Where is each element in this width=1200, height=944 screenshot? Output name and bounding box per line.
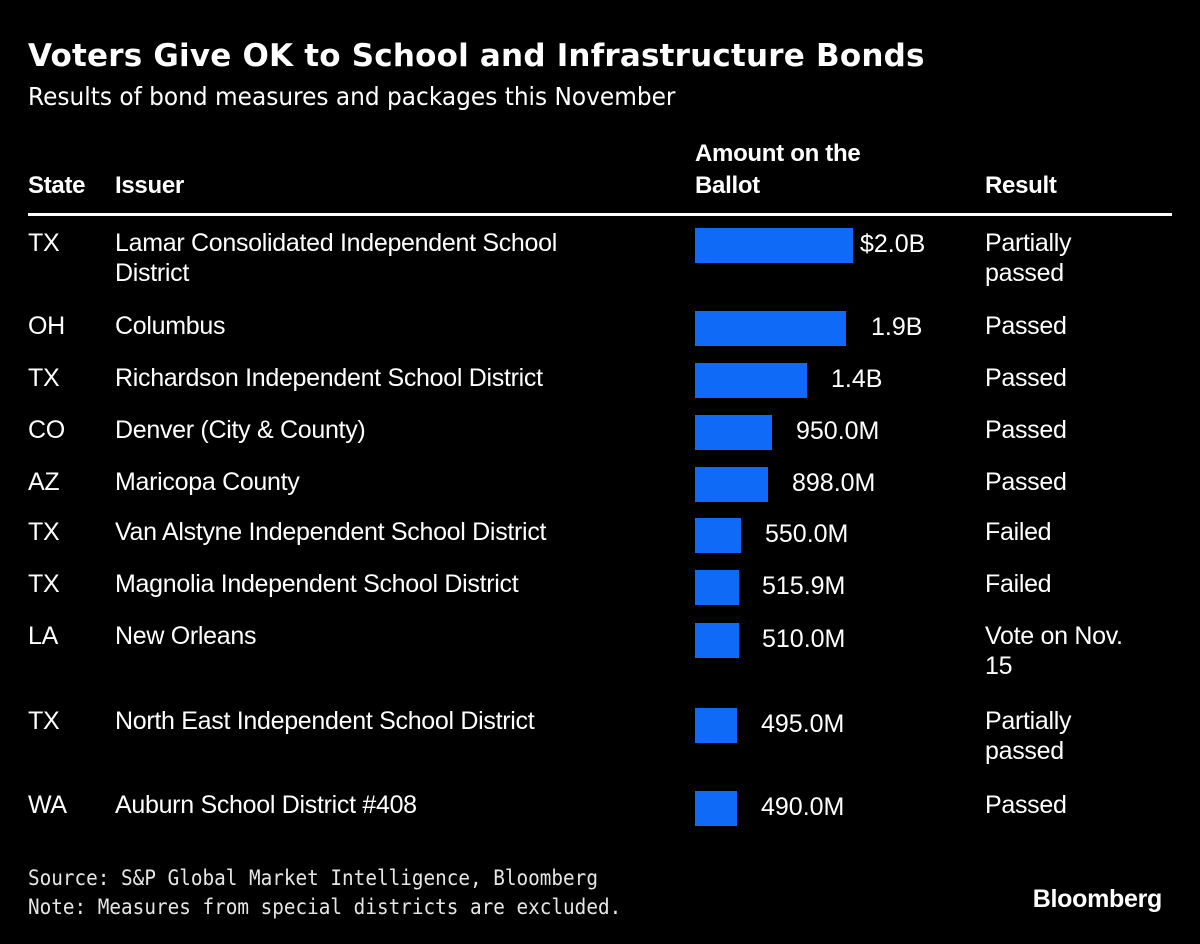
source-note: Source: S&P Global Market Intelligence, … — [28, 866, 598, 890]
result-line2: passed — [985, 259, 1064, 287]
amount-bar — [695, 311, 846, 346]
header-divider — [28, 213, 1172, 216]
state-cell: TX — [28, 707, 60, 735]
column-header-state: State — [28, 172, 86, 199]
issuer-cell: North East Independent School District — [115, 707, 535, 735]
result-cell: Passed — [985, 364, 1067, 392]
state-cell: AZ — [28, 468, 60, 496]
issuer-line1: Lamar Consolidated Independent School — [115, 229, 558, 257]
amount-label: 1.9B — [871, 313, 923, 341]
state-cell: WA — [28, 791, 67, 819]
column-header-issuer: Issuer — [115, 172, 184, 199]
result-line1: Vote on Nov. — [985, 622, 1123, 650]
amount-label: 550.0M — [765, 520, 849, 548]
result-cell: Passed — [985, 468, 1067, 496]
amount-label: 495.0M — [761, 710, 845, 738]
state-cell: OH — [28, 312, 65, 340]
amount-bar — [695, 415, 772, 450]
exclusion-note: Note: Measures from special districts ar… — [28, 895, 622, 919]
issuer-cell: Lamar Consolidated Independent School Di… — [115, 228, 557, 288]
amount-bar — [695, 228, 853, 263]
state-cell: TX — [28, 518, 60, 546]
issuer-cell: Columbus — [115, 312, 226, 340]
column-header-amount: Amount on the Ballot — [695, 138, 861, 202]
state-cell: TX — [28, 364, 60, 392]
bloomberg-logo: Bloomberg — [1032, 885, 1163, 913]
amount-bar — [695, 363, 807, 398]
issuer-cell: Richardson Independent School District — [115, 364, 543, 392]
column-header-result: Result — [985, 172, 1057, 199]
result-cell: Passed — [985, 312, 1067, 340]
issuer-cell: Denver (City & County) — [115, 416, 366, 444]
amount-label: 898.0M — [792, 469, 876, 497]
amount-label: $2.0B — [860, 230, 926, 258]
amount-bar — [695, 518, 741, 553]
issuer-cell: New Orleans — [115, 622, 257, 650]
chart-subtitle: Results of bond measures and packages th… — [28, 82, 676, 111]
result-cell: Passed — [985, 791, 1067, 819]
result-line1: Partially — [985, 707, 1072, 735]
issuer-cell: Maricopa County — [115, 468, 300, 496]
amount-label: 1.4B — [831, 365, 883, 393]
issuer-line2: District — [115, 259, 189, 287]
result-cell: Passed — [985, 416, 1067, 444]
issuer-cell: Magnolia Independent School District — [115, 570, 519, 598]
amount-bar — [695, 570, 739, 605]
footer-notes: Source: S&P Global Market Intelligence, … — [28, 864, 621, 922]
amount-label: 515.9M — [762, 572, 846, 600]
state-cell: TX — [28, 229, 60, 257]
result-cell: Vote on Nov. 15 — [985, 621, 1123, 681]
column-header-amount-line2: Ballot — [695, 172, 760, 199]
result-cell: Failed — [985, 570, 1052, 598]
state-cell: CO — [28, 416, 65, 444]
state-cell: LA — [28, 622, 58, 650]
result-cell: Partially passed — [985, 706, 1072, 766]
amount-bar — [695, 708, 737, 743]
result-cell: Partially passed — [985, 228, 1072, 288]
result-line2: passed — [985, 737, 1064, 765]
amount-label: 950.0M — [796, 417, 880, 445]
issuer-cell: Auburn School District #408 — [115, 791, 417, 819]
chart-title: Voters Give OK to School and Infrastruct… — [28, 38, 925, 74]
result-line1: Partially — [985, 229, 1072, 257]
result-cell: Failed — [985, 518, 1052, 546]
state-cell: TX — [28, 570, 60, 598]
column-header-amount-line1: Amount on the — [695, 140, 861, 167]
amount-bar — [695, 791, 737, 826]
amount-bar — [695, 623, 739, 658]
amount-label: 490.0M — [761, 793, 845, 821]
amount-bar — [695, 467, 768, 502]
amount-label: 510.0M — [762, 625, 846, 653]
result-line2: 15 — [985, 652, 1013, 680]
issuer-cell: Van Alstyne Independent School District — [115, 518, 547, 546]
